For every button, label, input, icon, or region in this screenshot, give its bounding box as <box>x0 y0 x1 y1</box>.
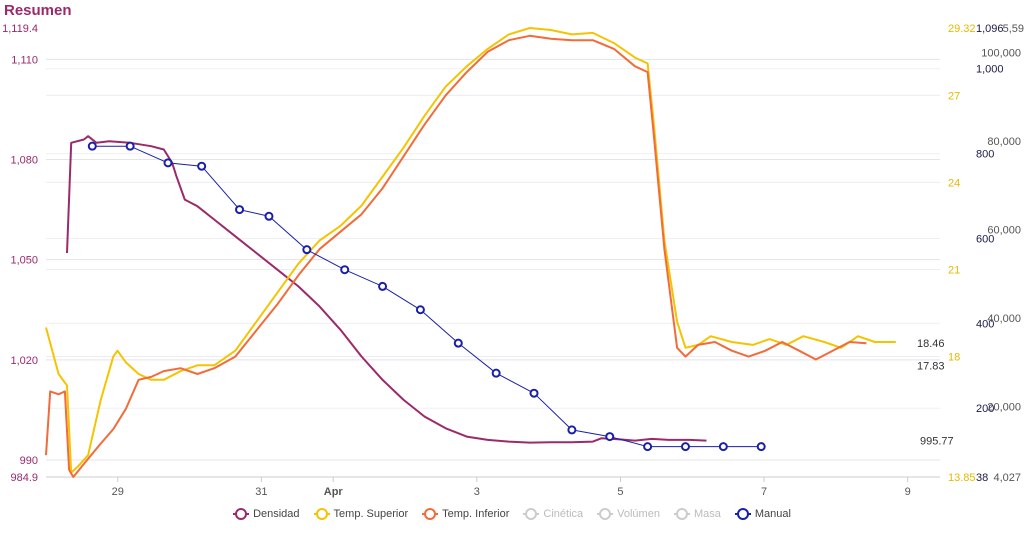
density-tick-label: 1,050 <box>10 255 38 267</box>
series-line-temp-superior <box>45 27 896 474</box>
legend-label: Volúmen <box>617 508 660 520</box>
legend: Densidad Temp. Superior Temp. Inferior Ciné… <box>0 508 1024 520</box>
right-axes: 18 21 24 27 29.32 13.85 200 400 600 800 1,000 1,096… <box>948 23 1024 484</box>
legend-swatch-icon <box>233 508 250 520</box>
series-line-temp-inferior <box>45 34 867 478</box>
manual-point <box>718 442 728 452</box>
legend-label: Temp. Superior <box>333 508 409 520</box>
x-tick-label: 5 <box>617 486 623 498</box>
x-tick-label: 29 <box>112 486 124 498</box>
manual-point <box>453 338 463 348</box>
manual-point <box>567 425 577 435</box>
axis3-tick-label: 800 <box>976 149 994 161</box>
density-tick-label: 1,080 <box>10 155 38 167</box>
axis4-max-label: 5,59 <box>1003 23 1024 35</box>
annotation-label: 17.83 <box>917 360 945 372</box>
x-tick-label: 31 <box>255 486 267 498</box>
manual-point <box>378 281 388 291</box>
grid-lines <box>46 58 940 461</box>
manual-point <box>235 205 245 215</box>
axis4-tick-label: 100,000 <box>981 48 1021 60</box>
manual-point <box>197 161 207 171</box>
series-line-densidad <box>66 135 707 444</box>
manual-point <box>680 442 690 452</box>
legend-label: Masa <box>693 508 721 520</box>
temperature-tick-label: 27 <box>948 90 960 102</box>
legend-swatch-icon <box>422 508 439 520</box>
legend-swatch-icon <box>734 508 751 520</box>
chart-title: Resumen <box>4 2 72 19</box>
density-min-label: 984.9 <box>10 472 38 484</box>
legend-item-vol-men[interactable]: Volúmen <box>597 508 660 520</box>
manual-point <box>163 158 173 168</box>
axis3-tick-label: 400 <box>976 318 994 330</box>
temperature-tick-label: 18 <box>948 352 960 364</box>
density-axis: 990 1,020 1,050 1,080 1,110 1,119.4 984.9 <box>2 23 38 484</box>
legend-item-densidad[interactable]: Densidad <box>233 508 300 520</box>
legend-item-masa[interactable]: Masa <box>673 508 721 520</box>
manual-point <box>605 432 615 442</box>
manual-point <box>415 305 425 315</box>
temperature-max-label: 29.32 <box>948 23 976 35</box>
manual-point <box>264 211 274 221</box>
axis3-tick-label: 200 <box>976 403 994 415</box>
legend-item-manual[interactable]: Manual <box>734 508 791 520</box>
x-tick-label: 7 <box>761 486 767 498</box>
temperature-min-label: 13.85 <box>948 472 976 484</box>
legend-item-cin-tica[interactable]: Cinética <box>523 508 583 520</box>
legend-item-temp-inferior[interactable]: Temp. Inferior <box>422 508 509 520</box>
manual-point <box>491 368 501 378</box>
density-tick-label: 1,110 <box>11 54 38 66</box>
legend-label: Densidad <box>253 508 300 520</box>
density-tick-label: 990 <box>20 455 38 467</box>
legend-swatch-icon <box>523 508 540 520</box>
x-tick-label: 9 <box>905 486 911 498</box>
axis3-max-label: 1,096 <box>976 23 1004 35</box>
legend-label: Temp. Inferior <box>442 508 510 520</box>
end-labels: 995.77 18.46 17.83 <box>917 338 954 448</box>
manual-point <box>87 141 97 151</box>
density-max-label: 1,119.4 <box>2 23 38 35</box>
legend-swatch-icon <box>673 508 690 520</box>
x-tick-label: 3 <box>474 486 480 498</box>
density-last-label: 995.77 <box>920 436 954 448</box>
axis4-tick-label: 80,000 <box>987 136 1021 148</box>
axis4-tick-label: 20,000 <box>987 401 1021 413</box>
manual-point <box>529 388 539 398</box>
axis3-tick-label: 600 <box>976 233 994 245</box>
temp-inferior-last-label: 18.46 <box>917 338 945 350</box>
axis4-tick-label: 40,000 <box>987 313 1021 325</box>
temperature-tick-label: 24 <box>948 177 960 189</box>
temperature-tick-label: 21 <box>948 264 960 276</box>
legend-item-temp-superior[interactable]: Temp. Superior <box>313 508 409 520</box>
legend-swatch-icon <box>597 508 614 520</box>
density-tick-label: 1,020 <box>10 355 38 367</box>
manual-point <box>643 442 653 452</box>
legend-label: Manual <box>754 508 791 520</box>
legend-swatch-icon <box>313 508 330 520</box>
manual-point <box>340 265 350 275</box>
axis4-tick-label: 60,000 <box>987 225 1021 237</box>
manual-point <box>756 442 766 452</box>
manual-point <box>302 245 312 255</box>
axis3-min-label: 38 <box>976 472 988 484</box>
legend-label: Cinética <box>543 508 584 520</box>
axis3-tick-label: 1,000 <box>976 64 1004 76</box>
series-group <box>45 27 896 478</box>
axis4-min-label: 4,027 <box>993 472 1021 484</box>
x-axis: 29 31 Apr 3 5 7 9 <box>46 476 940 498</box>
manual-point <box>125 141 135 151</box>
x-tick-label: Apr <box>324 486 344 498</box>
